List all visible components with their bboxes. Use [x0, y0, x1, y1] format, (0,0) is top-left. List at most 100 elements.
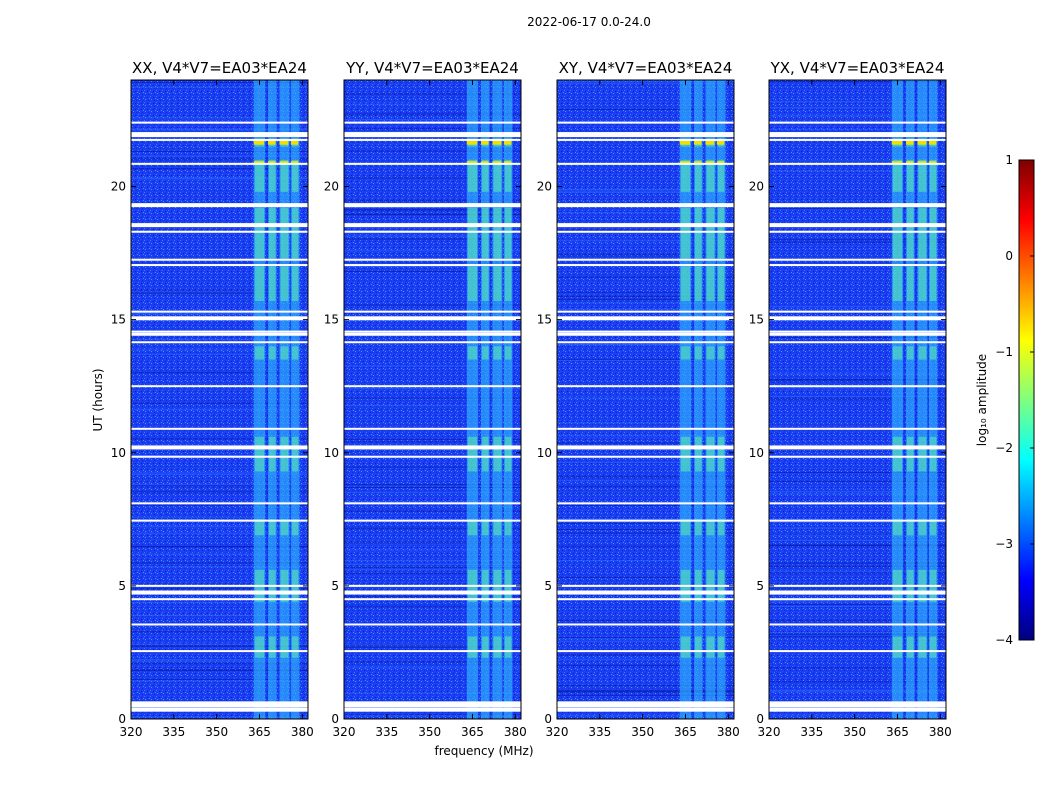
y-tick-label: 5: [544, 579, 552, 593]
y-axis-label: UT (hours): [91, 368, 105, 431]
texture-row: [131, 643, 308, 645]
rfi-segment: [892, 207, 903, 259]
texture-row: [557, 576, 734, 578]
texture-row: [557, 690, 734, 692]
rfi-segment: [254, 519, 265, 536]
texture-row: [557, 191, 734, 193]
flagged-row: [769, 502, 946, 505]
rfi-peak: [466, 161, 478, 165]
texture-row: [769, 241, 946, 243]
rfi-peak: [716, 161, 725, 165]
texture-row: [131, 372, 308, 374]
flagged-row: [557, 230, 734, 233]
texture-row: [131, 129, 308, 131]
x-tick-label: 335: [162, 725, 185, 739]
texture-row: [131, 455, 308, 457]
texture-row: [344, 596, 521, 598]
rfi-peak: [679, 140, 691, 145]
flagged-row: [769, 332, 946, 336]
flagged-row: [131, 310, 308, 313]
texture-row: [557, 302, 734, 304]
flagged-row: [557, 502, 734, 505]
texture-row: [131, 128, 308, 130]
rfi-segment: [717, 636, 725, 658]
flagged-row: [769, 650, 946, 653]
rfi-peak: [253, 140, 265, 145]
texture-row: [769, 667, 946, 669]
x-tick-label: 320: [546, 725, 569, 739]
texture-row: [769, 566, 946, 568]
colorbar-tick-label: −3: [995, 537, 1013, 551]
rfi-segment: [269, 636, 276, 658]
y-tick-label: 5: [118, 579, 126, 593]
texture-row: [769, 691, 946, 693]
texture-row: [769, 337, 946, 339]
texture-row: [557, 295, 734, 297]
x-tick-label: 380: [929, 725, 952, 739]
flagged-row: [769, 310, 946, 313]
rfi-segment: [907, 159, 914, 192]
texture-row: [131, 472, 308, 474]
rfi-segment: [493, 207, 502, 259]
flagged-row: [344, 223, 521, 228]
rfi-segment: [504, 519, 512, 536]
texture-row: [769, 572, 946, 574]
rfi-segment: [254, 207, 265, 259]
flagged-row: [769, 203, 946, 208]
rfi-segment: [680, 266, 691, 301]
texture-row: [344, 542, 521, 544]
flagged-row: [344, 701, 521, 708]
texture-row: [344, 235, 521, 237]
texture-row: [131, 601, 308, 603]
texture-row: [344, 510, 521, 512]
texture-row: [769, 620, 946, 622]
flagged-row: [344, 264, 521, 267]
flagged-row: [131, 138, 308, 141]
rfi-peak: [891, 140, 903, 145]
texture-row: [769, 562, 946, 564]
texture-row: [769, 81, 946, 83]
texture-row: [557, 276, 734, 278]
flagged-row: [769, 427, 946, 430]
flagged-row: [557, 598, 734, 601]
texture-row: [131, 716, 308, 718]
rfi-segment: [493, 266, 502, 301]
rfi-band: [716, 80, 726, 719]
flagged-row: [344, 623, 521, 626]
rfi-segment: [907, 519, 914, 536]
texture-row: [769, 107, 946, 109]
rfi-peak: [290, 140, 299, 145]
flagged-row: [131, 455, 308, 458]
flagged-row: [769, 230, 946, 233]
texture-row: [769, 633, 946, 635]
texture-row: [131, 290, 308, 292]
rfi-segment: [695, 159, 702, 192]
rfi-segment: [269, 159, 276, 192]
rfi-segment: [493, 159, 502, 192]
y-tick-label: 10: [749, 446, 764, 460]
texture-row: [557, 299, 734, 301]
texture-row: [131, 614, 308, 616]
flagged-row: [344, 258, 521, 261]
texture-row: [131, 660, 308, 662]
flagged-row: [769, 707, 946, 712]
texture-row: [131, 80, 308, 82]
rfi-segment: [467, 636, 478, 658]
texture-row: [131, 662, 308, 664]
rfi-peak: [279, 140, 289, 145]
texture-row: [557, 80, 734, 82]
texture-row: [131, 150, 308, 152]
texture-row: [557, 397, 734, 399]
flagged-row: [344, 230, 521, 233]
texture-row: [557, 522, 734, 524]
y-tick-label: 10: [111, 446, 126, 460]
texture-row: [557, 480, 734, 482]
flagged-row: [557, 650, 734, 653]
flagged-row: [557, 519, 734, 522]
flagged-row: [557, 584, 734, 587]
rfi-peak: [906, 161, 914, 165]
flagged-row: [769, 584, 946, 587]
flagged-row: [131, 203, 308, 208]
rfi-peak: [928, 161, 937, 165]
texture-row: [131, 155, 308, 157]
